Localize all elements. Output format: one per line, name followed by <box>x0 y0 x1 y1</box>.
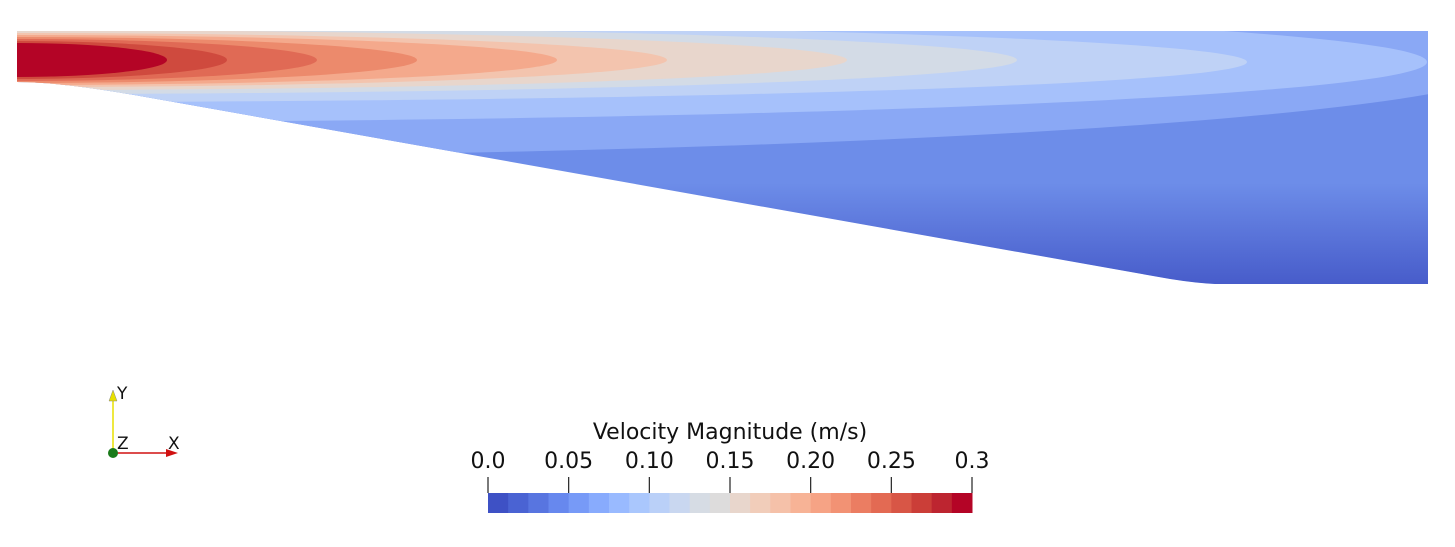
z-axis-label: Z <box>117 434 129 454</box>
tick-label: 0.10 <box>625 449 674 474</box>
color-legend: 0.0 0.05 0.10 0.15 0.20 0.25 0.3 <box>471 449 990 513</box>
x-axis-label: X <box>168 434 180 454</box>
tick-label: 0.0 <box>471 449 506 474</box>
tick-label: 0.3 <box>955 449 990 474</box>
legend-title: Velocity Magnitude (m/s) <box>593 420 867 445</box>
color-band <box>830 493 852 513</box>
color-band <box>548 493 570 513</box>
color-band <box>609 493 630 513</box>
color-band <box>568 493 590 513</box>
color-band <box>649 493 670 513</box>
z-axis-dot <box>108 448 118 458</box>
tick-label: 0.05 <box>544 449 593 474</box>
color-band <box>709 493 731 513</box>
tick-label: 0.15 <box>706 449 755 474</box>
color-band <box>851 493 872 513</box>
tick-label: 0.20 <box>786 449 835 474</box>
color-band <box>891 493 912 513</box>
color-band <box>951 493 973 513</box>
color-band <box>528 493 549 513</box>
color-band <box>588 493 610 513</box>
y-arrow-head <box>108 389 118 402</box>
x-arrow-head <box>166 449 178 457</box>
color-band <box>871 493 892 513</box>
color-band <box>790 493 812 513</box>
color-band <box>669 493 691 513</box>
color-band <box>488 493 509 513</box>
color-band <box>931 493 953 513</box>
color-band <box>689 493 711 513</box>
color-band <box>810 493 832 513</box>
flow-field <box>17 31 1428 284</box>
y-axis-label: Y <box>116 384 128 404</box>
color-band <box>629 493 650 513</box>
color-band <box>770 493 791 513</box>
axes-triad: Y Z X <box>108 384 180 458</box>
color-band <box>508 493 529 513</box>
color-band <box>750 493 771 513</box>
tick-label: 0.25 <box>867 449 916 474</box>
color-band <box>730 493 751 513</box>
color-band <box>911 493 933 513</box>
